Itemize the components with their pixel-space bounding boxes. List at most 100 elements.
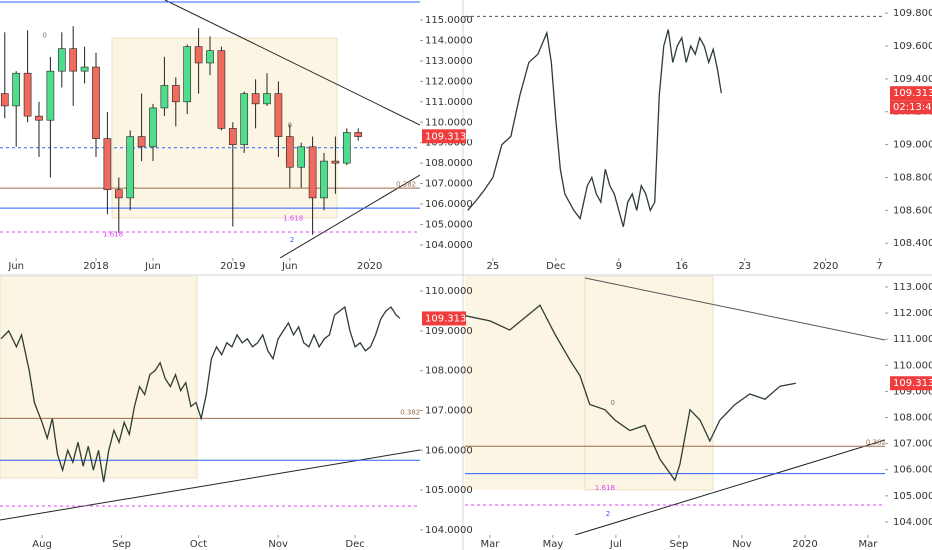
pane: 0.382 bbox=[0, 305, 420, 507]
y-tick-label: 108.4000 bbox=[893, 238, 932, 249]
x-tick-label: Jun bbox=[7, 261, 24, 272]
candle-body bbox=[46, 70, 55, 121]
y-tick-label: 108.6000 bbox=[893, 205, 932, 216]
annotation: 0 bbox=[42, 31, 46, 39]
y-tick-label: 106.0000 bbox=[425, 199, 473, 210]
y-tick-label: 109.4000 bbox=[893, 74, 932, 85]
x-tick-label: Jun bbox=[144, 261, 161, 272]
trend-line bbox=[584, 277, 885, 341]
pane-decor bbox=[0, 276, 420, 521]
candle-body bbox=[114, 189, 123, 199]
annotation: 2 bbox=[290, 236, 294, 244]
x-tick-label: Sep bbox=[670, 539, 689, 550]
annotation: 1.618 bbox=[595, 484, 615, 492]
x-tick-label: Mar bbox=[480, 539, 500, 550]
y-tick-label: 107.0000 bbox=[893, 439, 932, 450]
last-price-tag bbox=[422, 129, 466, 144]
candle-body bbox=[331, 160, 340, 164]
x-tick-label: 2020 bbox=[813, 261, 838, 272]
x-tick-label: Oct bbox=[190, 539, 207, 550]
y-tick-label: 109.0000 bbox=[425, 326, 473, 337]
candle-body bbox=[194, 46, 203, 64]
y-tick-label: 112.0000 bbox=[425, 76, 473, 87]
candle-body bbox=[354, 132, 363, 137]
pane: 0 0.382 1.618 2 bbox=[465, 304, 885, 518]
x-tick-label: Jun bbox=[281, 261, 298, 272]
candle-body bbox=[12, 72, 21, 107]
annotation: 0.382 bbox=[400, 408, 420, 416]
last-price-tag bbox=[890, 376, 932, 391]
y-tick-label: 108.0000 bbox=[425, 366, 473, 377]
candle-body bbox=[57, 48, 66, 72]
x-tick-label: Nov bbox=[268, 539, 288, 550]
annotation: 1.618 bbox=[283, 214, 303, 222]
candle-body bbox=[0, 93, 9, 107]
x-tick-label: Nov bbox=[732, 539, 752, 550]
x-tick-label: 23 bbox=[738, 261, 751, 272]
y-tick-label: 110.0000 bbox=[893, 360, 932, 371]
candle-body bbox=[137, 136, 146, 148]
candle-body bbox=[69, 48, 78, 72]
candle-body bbox=[126, 136, 135, 199]
x-tick-label: Jul bbox=[609, 539, 622, 550]
x-tick-label: 2018 bbox=[83, 261, 108, 272]
y-tick-label: 112.0000 bbox=[893, 308, 932, 319]
last-price-tag bbox=[422, 311, 466, 326]
last-price-label: 109.3130 bbox=[425, 313, 473, 324]
trend-line bbox=[279, 174, 420, 258]
y-tick-label: 110.0000 bbox=[425, 117, 473, 128]
price-line bbox=[0, 305, 401, 483]
price-line bbox=[465, 304, 796, 482]
candle-body bbox=[320, 160, 328, 199]
fib-zone bbox=[465, 276, 585, 490]
x-tick-label: Aug bbox=[32, 539, 52, 550]
price-line bbox=[467, 29, 722, 227]
candle-body bbox=[263, 93, 271, 105]
y-tick-label: 111.0000 bbox=[893, 334, 932, 345]
candle-body bbox=[285, 136, 294, 168]
y-tick-label: 110.0000 bbox=[425, 286, 473, 297]
y-tick-label: 105.0000 bbox=[893, 491, 932, 502]
candle-body bbox=[103, 138, 112, 191]
candle-body bbox=[228, 128, 237, 146]
candle-body bbox=[274, 93, 283, 137]
fib-zone bbox=[0, 276, 198, 479]
y-tick-label: 111.0000 bbox=[425, 97, 473, 108]
candle-body bbox=[217, 50, 226, 129]
annotation: 0.382 bbox=[396, 181, 416, 189]
y-tick-label: 108.8000 bbox=[893, 172, 932, 183]
trend-line bbox=[164, 0, 420, 126]
candle-body bbox=[308, 146, 317, 199]
x-tick-label: 7 bbox=[876, 261, 882, 272]
candle-body bbox=[23, 72, 32, 117]
y-tick-label: 109.6000 bbox=[893, 41, 932, 52]
last-price-label: 109.3130 bbox=[425, 131, 473, 142]
x-tick-label: 9 bbox=[616, 261, 622, 272]
y-tick-label: 108.0000 bbox=[425, 158, 473, 169]
x-tick-label: 16 bbox=[675, 261, 688, 272]
fib-zone bbox=[584, 276, 714, 491]
candle-body bbox=[80, 66, 89, 72]
candle-body bbox=[183, 46, 192, 103]
x-tick-label: 2020 bbox=[792, 539, 817, 550]
trend-line bbox=[0, 449, 420, 521]
y-tick-label: 109.8000 bbox=[893, 8, 932, 19]
candle-body bbox=[149, 107, 157, 148]
candle-body bbox=[171, 85, 180, 103]
last-price-label: 109.3130 bbox=[893, 88, 932, 99]
x-tick-label: 25 bbox=[487, 261, 500, 272]
last-price-label: 109.3130 bbox=[893, 378, 932, 389]
y-tick-label: 104.0000 bbox=[425, 240, 473, 251]
x-tick-label: 2020 bbox=[357, 261, 382, 272]
y-tick-label: 108.0000 bbox=[893, 413, 932, 424]
x-tick-label: Mar bbox=[859, 539, 879, 550]
y-tick-label: 109.0000 bbox=[893, 386, 932, 397]
annotation: 1.618 bbox=[103, 231, 123, 239]
y-tick-label: 106.0000 bbox=[425, 445, 473, 456]
y-tick-label: 109.0000 bbox=[893, 140, 932, 151]
x-tick-label: 2019 bbox=[220, 261, 245, 272]
pane-decor bbox=[465, 276, 885, 535]
y-tick-label: 105.0000 bbox=[425, 219, 473, 230]
pane-decor bbox=[111, 0, 420, 258]
